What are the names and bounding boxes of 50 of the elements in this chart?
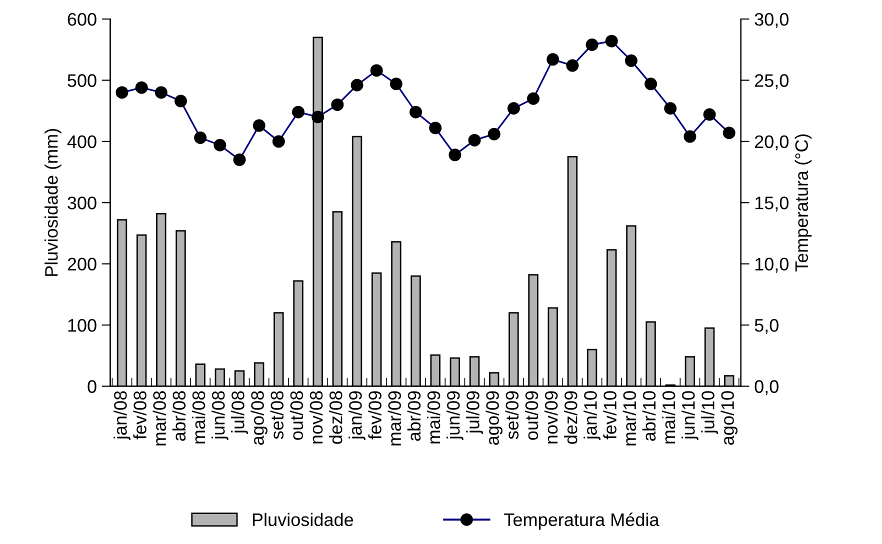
x-tick-label: jun/08 <box>212 391 228 440</box>
x-tick-label: ago/08 <box>250 391 268 445</box>
x-tick-label: jan/10 <box>584 391 600 440</box>
x-tick-label: mai/09 <box>426 391 440 444</box>
x-tick-label: mar/09 <box>388 391 402 446</box>
y2-tick-label: 0,0 <box>754 380 778 396</box>
x-tick-label: dez/08 <box>329 391 342 444</box>
x-tick-label: abr/10 <box>642 391 656 441</box>
y-axis-title: Pluviosidade (mm) <box>44 129 62 276</box>
x-tick-label: out/09 <box>524 391 538 440</box>
y-tick-label: 500 <box>68 74 96 87</box>
y2-tick-label: 10,0 <box>755 258 789 273</box>
y-tick-label: 300 <box>68 196 96 210</box>
x-tick-label: jul/08 <box>231 391 248 434</box>
y-tick-label: 400 <box>67 135 96 148</box>
x-tick-label: fev/08 <box>133 391 146 440</box>
x-tick-label: abr/08 <box>172 391 186 441</box>
x-tick-label: fev/09 <box>368 391 382 440</box>
y2-tick-label: 20,0 <box>754 135 789 150</box>
x-tick-label: jul/09 <box>466 391 483 434</box>
y-tick-label: 200 <box>68 258 96 271</box>
x-tick-label: dez/09 <box>564 391 578 444</box>
x-tick-label: jun/10 <box>682 391 698 440</box>
y2-tick-label: 15,0 <box>755 196 789 212</box>
x-tick-label: mai/08 <box>192 391 206 444</box>
x-tick-label: set/09 <box>505 391 519 440</box>
legend-label: Pluviosidade <box>252 512 354 526</box>
x-tick-label: mar/10 <box>622 391 636 446</box>
y2-axis-title: Temperatura (°C) <box>794 134 812 272</box>
y-tick-label: 0 <box>88 380 96 393</box>
y-tick-label: 600 <box>68 12 96 26</box>
y-tick-label: 100 <box>68 318 96 332</box>
x-tick-label: fev/10 <box>603 391 616 440</box>
y2-tick-label: 30,0 <box>754 12 789 28</box>
x-tick-label: jun/09 <box>446 391 464 440</box>
x-tick-label: ago/09 <box>486 391 503 445</box>
x-tick-label: jul/10 <box>701 391 718 434</box>
x-tick-label: nov/09 <box>544 391 558 444</box>
x-tick-label: set/08 <box>270 391 284 440</box>
x-tick-label: out/08 <box>290 391 304 440</box>
x-tick-label: mai/10 <box>662 391 676 444</box>
x-tick-label: jan/08 <box>114 391 130 440</box>
y2-tick-label: 5,0 <box>754 318 778 334</box>
x-tick-label: nov/08 <box>309 391 323 444</box>
y2-tick-label: 25,0 <box>754 74 789 90</box>
legend-label: Temperatura Média <box>504 512 660 530</box>
x-tick-label: abr/09 <box>407 391 421 441</box>
x-tick-label: mar/08 <box>152 391 166 446</box>
x-tick-label: ago/10 <box>720 391 738 445</box>
x-tick-label: jan/09 <box>348 391 366 440</box>
